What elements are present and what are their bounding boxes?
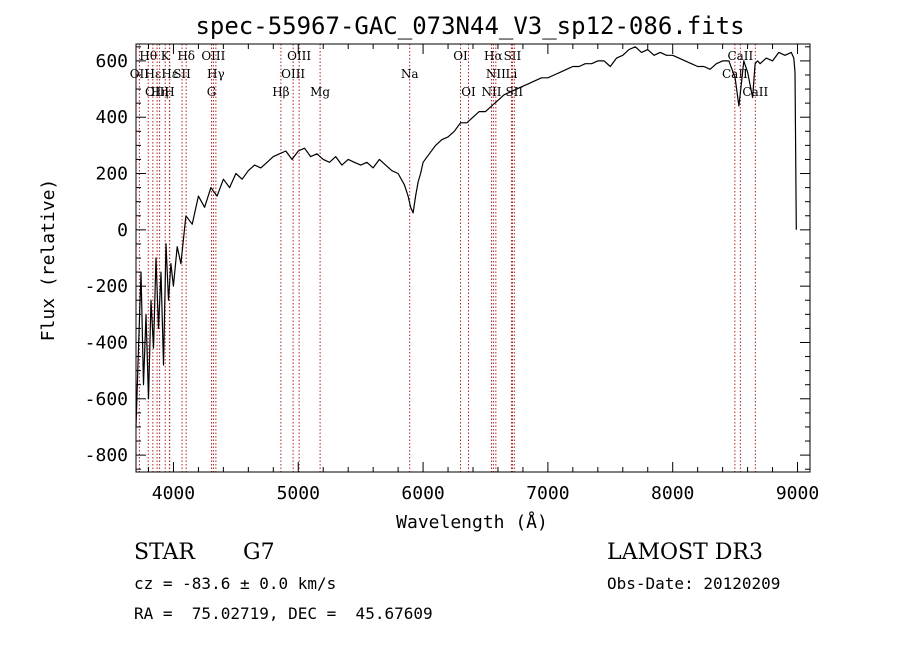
x-tick-label: 5000	[277, 483, 320, 504]
y-tick-label: -600	[85, 389, 128, 410]
line-marker-label: OIII	[201, 49, 225, 63]
object-subclass: G7	[243, 540, 275, 565]
y-axis-label: Flux (relative)	[38, 179, 59, 342]
line-marker-label: H	[164, 85, 174, 99]
y-tick-label: 400	[95, 107, 128, 128]
x-tick-label: 6000	[401, 483, 444, 504]
line-marker-label: G	[207, 85, 217, 99]
object-class: STAR	[134, 540, 195, 565]
ra-dec: RA = 75.02719, DEC = 45.67609	[134, 604, 433, 623]
y-tick-label: -800	[85, 445, 128, 466]
line-marker-label: Hγ	[207, 67, 225, 81]
line-marker-label: Hα	[484, 49, 503, 63]
line-marker-label: OIII	[281, 67, 305, 81]
line-marker-label: Hε	[161, 67, 178, 81]
spectrum-chart: spec-55967-GAC_073N44_V3_sp12-086.fits H…	[38, 12, 819, 533]
line-marker-label: Hη	[151, 85, 169, 99]
line-marker-label: OIII	[287, 49, 311, 63]
redshift-cz: cz = -83.6 ± 0.0 km/s	[134, 574, 337, 593]
series-group	[135, 46, 797, 427]
obs-date: Obs-Date: 20120209	[607, 574, 781, 593]
line-marker-label: OIII	[145, 85, 169, 99]
line-marker-label: SII	[504, 49, 522, 63]
x-axis-label: Wavelength (Å)	[396, 511, 548, 533]
line-marker-label: OI	[453, 49, 468, 63]
y-tick-label: 0	[117, 220, 128, 241]
line-marker-label: SII	[173, 67, 191, 81]
x-tick-label: 7000	[526, 483, 569, 504]
line-marker-label: Hδ	[177, 49, 195, 63]
line-marker-label: NII	[486, 67, 506, 81]
line-marker-label: NII	[481, 85, 501, 99]
line-marker-label: OII	[130, 67, 150, 81]
line-marker-label: Li	[506, 67, 518, 81]
line-marker-label: Na	[401, 67, 419, 81]
x-tick-label: 4000	[152, 483, 195, 504]
x-tick-label: 8000	[651, 483, 694, 504]
line-marker-label: OI	[461, 85, 476, 99]
y-tick-label: 200	[95, 164, 128, 185]
line-marker-label: Hε	[145, 67, 162, 81]
x-tick-label: 9000	[776, 483, 819, 504]
line-marker-label: Hβ	[272, 85, 289, 99]
y-tick-label: -400	[85, 332, 128, 353]
line-marker-label: CaII	[742, 85, 768, 99]
y-axis-ticks: -800 -600 -400 -200 0 200 400 600	[85, 46, 810, 470]
line-marker-label: K	[161, 49, 171, 63]
y-tick-label: -200	[85, 276, 128, 297]
line-marker-label: CaII	[727, 49, 753, 63]
survey-name: LAMOST DR3	[607, 540, 763, 565]
y-tick-label: 600	[95, 51, 128, 72]
series-line	[135, 46, 797, 427]
chart-title: spec-55967-GAC_073N44_V3_sp12-086.fits	[195, 12, 744, 40]
plot-frame	[135, 43, 811, 473]
line-marker-label: Mg	[310, 85, 330, 99]
x-axis-ticks: 4000 5000 6000 7000 8000 9000	[147, 44, 819, 504]
